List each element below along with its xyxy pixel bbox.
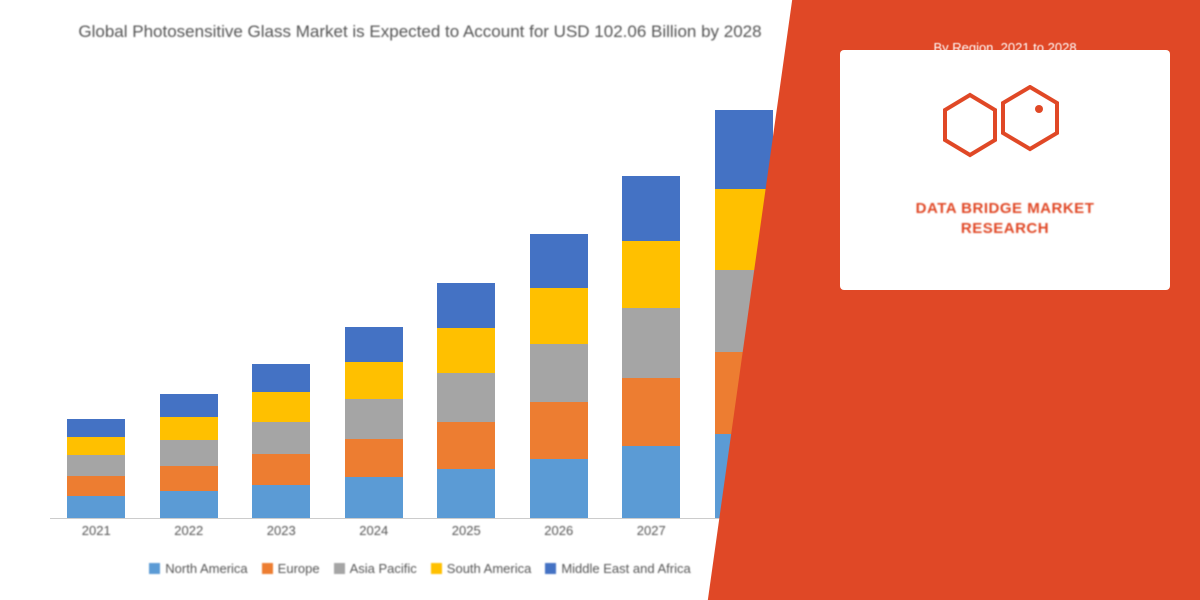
x-label: 2026 bbox=[524, 523, 594, 549]
x-label: 2022 bbox=[154, 523, 224, 549]
bar-segment bbox=[252, 364, 310, 392]
legend-label: South America bbox=[447, 561, 532, 576]
x-label: 2023 bbox=[246, 523, 316, 549]
bar-segment bbox=[67, 455, 125, 476]
brand-panel: By Region, 2021 to 2028 DATA BRIDGE MARK… bbox=[810, 0, 1200, 600]
legend-item: Middle East and Africa bbox=[545, 561, 690, 576]
region-header: By Region, 2021 to 2028 bbox=[933, 40, 1076, 55]
hex-icon bbox=[935, 85, 1075, 175]
bar-stack bbox=[160, 394, 218, 518]
bar-segment bbox=[622, 446, 680, 518]
chart-panel: Global Photosensitive Glass Market is Ex… bbox=[0, 0, 810, 600]
bar-segment bbox=[530, 288, 588, 344]
brand-logo-icon bbox=[935, 85, 1075, 175]
bar-segment bbox=[160, 440, 218, 466]
bar-segment bbox=[252, 454, 310, 485]
bar-segment bbox=[715, 110, 773, 189]
plot-area: 20212022202320242025202620272028 bbox=[50, 62, 790, 549]
legend-swatch bbox=[431, 563, 442, 574]
bar-segment bbox=[622, 308, 680, 378]
legend-label: Middle East and Africa bbox=[561, 561, 690, 576]
legend: North America Europe Asia Pacific South Ame… bbox=[40, 553, 800, 590]
bar-segment bbox=[622, 176, 680, 241]
bar-segment bbox=[437, 422, 495, 469]
x-axis-labels: 20212022202320242025202620272028 bbox=[50, 523, 790, 549]
legend-swatch bbox=[149, 563, 160, 574]
bar-segment bbox=[67, 496, 125, 518]
bar-segment bbox=[530, 402, 588, 459]
bar-stack bbox=[437, 283, 495, 518]
bar-segment bbox=[437, 328, 495, 374]
brand-line2: RESEARCH bbox=[961, 220, 1049, 237]
bar-stack bbox=[622, 176, 680, 518]
bar-segment bbox=[345, 399, 403, 439]
bar-stack bbox=[252, 364, 310, 518]
bar-column bbox=[524, 234, 594, 518]
bar-segment bbox=[67, 476, 125, 496]
bar-column bbox=[339, 327, 409, 518]
bar-stack bbox=[345, 327, 403, 518]
bar-segment bbox=[622, 241, 680, 308]
bar-segment bbox=[160, 394, 218, 416]
bar-segment bbox=[530, 344, 588, 402]
bar-segment bbox=[345, 327, 403, 363]
bar-segment bbox=[437, 469, 495, 518]
bar-segment bbox=[67, 437, 125, 456]
legend-swatch bbox=[334, 563, 345, 574]
bar-segment bbox=[437, 283, 495, 327]
bar-column bbox=[61, 419, 131, 518]
legend-item: Europe bbox=[262, 561, 320, 576]
legend-label: North America bbox=[165, 561, 247, 576]
bar-segment bbox=[530, 234, 588, 288]
legend-item: Asia Pacific bbox=[334, 561, 417, 576]
bar-segment bbox=[160, 491, 218, 518]
x-label: 2024 bbox=[339, 523, 409, 549]
legend-label: Europe bbox=[278, 561, 320, 576]
bar-segment bbox=[345, 362, 403, 399]
legend-swatch bbox=[545, 563, 556, 574]
bar-segment bbox=[530, 459, 588, 518]
legend-swatch bbox=[262, 563, 273, 574]
bar-segment bbox=[67, 419, 125, 436]
bar-segment bbox=[160, 417, 218, 440]
bar-column bbox=[246, 364, 316, 518]
bar-segment bbox=[252, 422, 310, 454]
brand-line1: DATA BRIDGE MARKET bbox=[916, 200, 1095, 217]
x-label: 2021 bbox=[61, 523, 131, 549]
x-label: 2025 bbox=[431, 523, 501, 549]
brand-text: DATA BRIDGE MARKET RESEARCH bbox=[902, 193, 1109, 244]
bar-segment bbox=[160, 466, 218, 491]
x-label: 2027 bbox=[616, 523, 686, 549]
bar-stack bbox=[530, 234, 588, 518]
bar-stack bbox=[67, 419, 125, 518]
legend-item: North America bbox=[149, 561, 247, 576]
bar-column bbox=[616, 176, 686, 518]
bar-segment bbox=[345, 439, 403, 477]
chart-title: Global Photosensitive Glass Market is Ex… bbox=[40, 20, 800, 44]
bar-segment bbox=[622, 378, 680, 446]
bar-segment bbox=[437, 373, 495, 421]
legend-label: Asia Pacific bbox=[350, 561, 417, 576]
bar-segment bbox=[252, 392, 310, 422]
bar-column bbox=[431, 283, 501, 518]
bar-column bbox=[154, 394, 224, 518]
legend-item: South America bbox=[431, 561, 532, 576]
bar-segment bbox=[252, 485, 310, 518]
root: Global Photosensitive Glass Market is Ex… bbox=[0, 0, 1200, 600]
bar-segment bbox=[345, 477, 403, 518]
bars-row bbox=[50, 62, 790, 519]
